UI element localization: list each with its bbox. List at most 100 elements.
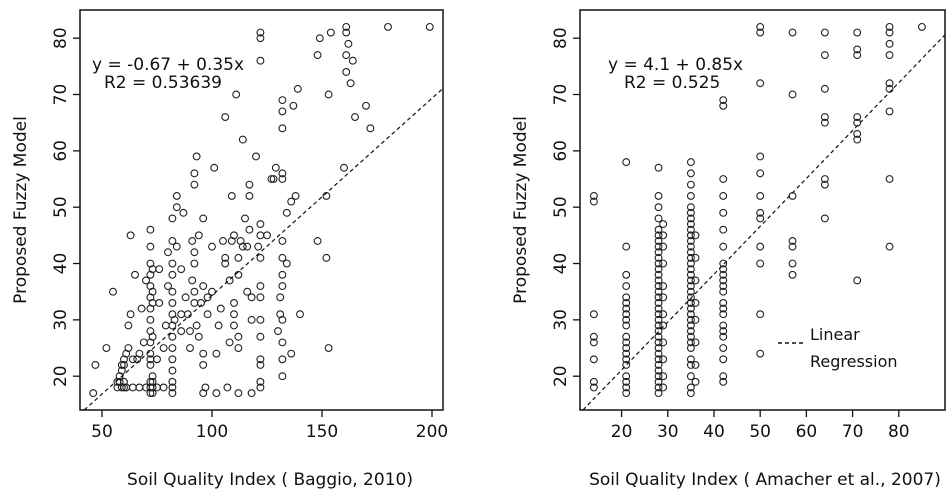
right-scatter-point xyxy=(654,214,663,223)
right-scatter-point xyxy=(654,203,663,212)
right-scatter-point xyxy=(622,344,631,352)
left-scatter-point xyxy=(201,383,210,392)
right-scatter-point xyxy=(659,231,668,240)
right-scatter-point xyxy=(686,270,695,279)
left-scatter-point xyxy=(256,332,265,341)
left-scatter-point xyxy=(199,349,208,358)
left-scatter-point xyxy=(227,191,236,200)
left-r2: R2 = 0.53639 xyxy=(104,73,222,93)
left-scatter-point xyxy=(126,231,135,240)
left-scatter-point xyxy=(168,366,177,375)
left-scatter-point xyxy=(278,282,287,291)
left-scatter-point xyxy=(124,344,133,352)
right-scatter-point xyxy=(820,113,829,121)
left-scatter-point xyxy=(159,344,168,352)
right-scatter-point xyxy=(654,231,663,240)
right-scatter-point xyxy=(853,129,862,138)
left-scatter-point xyxy=(139,338,148,347)
right-xtick-label: 20 xyxy=(611,422,633,442)
right-scatter-point xyxy=(622,293,631,302)
right-scatter-point xyxy=(622,383,631,392)
right-scatter-point xyxy=(654,355,663,364)
right-scatter-panel: 20 30 40 50 60 70 80 20 30 40 50 60 70 80 y = 4.1 + 0… xyxy=(511,9,946,490)
right-scatter-point xyxy=(756,310,765,319)
right-scatter-point xyxy=(820,175,829,183)
right-scatter-point xyxy=(820,180,829,189)
left-scatter-point xyxy=(199,282,208,291)
right-scatter-point xyxy=(686,344,695,352)
left-scatter-point xyxy=(256,282,265,291)
right-regression-line xyxy=(582,34,946,411)
right-r2: R2 = 0.525 xyxy=(624,73,720,93)
left-scatter-point xyxy=(278,107,287,116)
left-scatter-point xyxy=(366,124,375,133)
right-scatter-point xyxy=(686,203,695,212)
left-scatter-point xyxy=(172,203,181,212)
right-scatter-point xyxy=(654,344,663,352)
left-scatter-point xyxy=(247,293,256,302)
right-scatter-point xyxy=(686,220,695,229)
right-scatter-point xyxy=(654,282,663,291)
left-scatter-point xyxy=(168,237,177,245)
right-scatter-point xyxy=(853,51,862,60)
right-scatter-point xyxy=(622,355,631,364)
left-scatter-point xyxy=(232,90,241,99)
right-scatter-point xyxy=(820,51,829,60)
right-plot-frame xyxy=(579,9,946,411)
left-scatter-point xyxy=(153,355,161,364)
left-scatter-point xyxy=(89,389,98,398)
left-scatter-point xyxy=(177,265,186,274)
right-scatter-point xyxy=(719,270,728,279)
left-scatter-point xyxy=(225,338,234,347)
right-scatter-point xyxy=(719,332,728,341)
left-ytick-label: 50 xyxy=(51,196,71,218)
left-scatter-point xyxy=(131,270,139,279)
left-scatter-point xyxy=(146,225,155,234)
right-scatter-point xyxy=(654,338,663,347)
right-scatter-point xyxy=(820,214,829,223)
right-ytick-label: 70 xyxy=(551,84,571,106)
left-scatter-point xyxy=(128,355,137,364)
right-scatter-point xyxy=(686,372,695,381)
left-scatter-point xyxy=(168,344,177,352)
left-scatter-point xyxy=(109,287,117,296)
left-scatter-point xyxy=(120,383,128,392)
right-scatter-point xyxy=(691,360,700,369)
right-scatter-point xyxy=(719,101,728,110)
left-scatter-point xyxy=(230,231,238,240)
left-scatter-point xyxy=(216,304,225,313)
left-scatter-point xyxy=(146,315,155,324)
right-scatter-point xyxy=(654,332,663,341)
left-scatter-point xyxy=(362,101,370,110)
right-scatter-point xyxy=(654,389,663,398)
right-ytick-label: 30 xyxy=(551,309,571,331)
right-scatter-point xyxy=(788,90,797,99)
right-scatter-point xyxy=(654,299,663,307)
left-scatter-point xyxy=(199,214,208,223)
right-scatter-point xyxy=(659,259,668,268)
right-equation: y = 4.1 + 0.85x xyxy=(608,55,743,75)
left-scatter-point xyxy=(315,34,324,43)
right-scatter-point xyxy=(686,310,695,319)
left-scatter-point xyxy=(102,344,111,352)
right-scatter-point xyxy=(622,242,631,251)
left-scatter-point xyxy=(190,299,199,307)
right-scatter-point xyxy=(654,265,663,274)
right-scatter-point xyxy=(691,377,700,386)
left-scatter-point xyxy=(342,51,351,60)
left-scatter-point xyxy=(164,282,172,291)
right-scatter-point xyxy=(885,39,894,48)
left-scatter-point xyxy=(278,270,287,279)
right-ytick-label: 50 xyxy=(551,196,571,218)
right-scatter-point xyxy=(719,321,728,330)
right-scatter-point xyxy=(622,349,631,358)
left-scatter-point xyxy=(234,332,243,341)
left-scatter-point xyxy=(322,253,331,262)
right-scatter-point xyxy=(719,191,728,200)
right-scatter-point xyxy=(885,175,894,183)
right-scatter-point xyxy=(686,293,695,302)
right-scatter-point xyxy=(820,118,829,127)
left-scatter-point xyxy=(192,152,201,161)
left-scatter-point xyxy=(172,191,181,200)
left-scatter-point xyxy=(221,259,230,268)
